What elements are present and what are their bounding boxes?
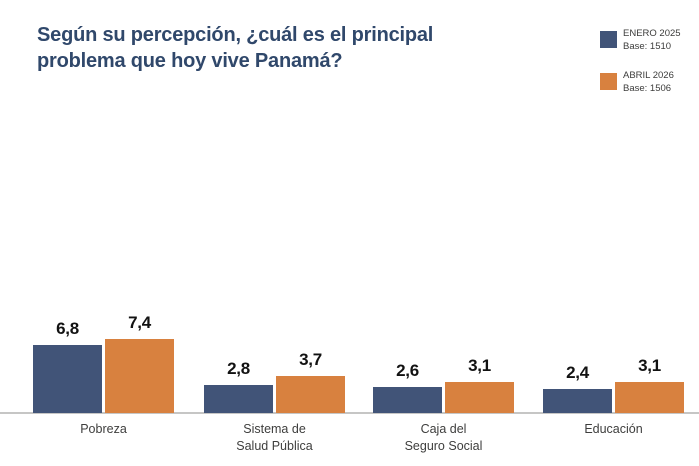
legend: ENERO 2025 Base: 1510 ABRIL 2026 Base: 1… <box>600 28 681 95</box>
value-label: 2,4 <box>566 363 589 382</box>
page-title: Según su percepción, ¿cuál es el princip… <box>37 24 434 72</box>
bar-column: 7,4 <box>105 313 174 413</box>
legend-text: ENERO 2025 Base: 1510 <box>623 28 681 53</box>
value-label: 6,8 <box>56 319 79 338</box>
value-label: 2,6 <box>396 361 419 380</box>
legend-label: ENERO 2025 <box>623 28 681 39</box>
legend-text: ABRIL 2026 Base: 1506 <box>623 70 674 95</box>
category-label: Educación <box>584 422 643 436</box>
bar-column: 3,7 <box>276 350 345 413</box>
legend-swatch-blue-icon <box>600 31 617 48</box>
bar <box>543 389 612 413</box>
legend-item-enero-2025: ENERO 2025 Base: 1510 <box>600 28 681 53</box>
bar <box>615 382 684 413</box>
bar <box>33 345 102 413</box>
bar-column: 2,8 <box>204 359 273 413</box>
legend-swatch-orange-icon <box>600 73 617 90</box>
bar-column: 2,6 <box>373 361 442 413</box>
x-axis-line <box>0 412 699 414</box>
category-label: Caja del Seguro Social <box>404 422 483 453</box>
legend-base: Base: 1506 <box>623 82 672 94</box>
category-label: Sistema de Salud Pública <box>236 422 313 453</box>
bar-column: 3,1 <box>445 356 514 413</box>
legend-item-abril-2026: ABRIL 2026 Base: 1506 <box>600 70 681 95</box>
bar-column: 3,1 <box>615 356 684 413</box>
value-label: 2,8 <box>227 359 250 378</box>
value-label: 3,1 <box>468 356 491 375</box>
bar <box>276 376 345 413</box>
value-label: 3,1 <box>638 356 661 375</box>
bar <box>204 385 273 413</box>
bar-group: 2,4 3,1 <box>543 356 684 413</box>
bar <box>445 382 514 413</box>
category-label: Pobreza <box>80 422 127 436</box>
bar <box>373 387 442 413</box>
value-label: 7,4 <box>128 313 151 332</box>
legend-base: Base: 1510 <box>623 40 672 52</box>
bar-group: 2,6 3,1 <box>373 356 514 413</box>
bar <box>105 339 174 413</box>
legend-label: ABRIL 2026 <box>623 70 674 81</box>
bar-group: 2,8 3,7 <box>204 350 345 413</box>
bar-column: 2,4 <box>543 363 612 413</box>
bar-group: 6,8 7,4 <box>33 313 174 413</box>
value-label: 3,7 <box>299 350 322 369</box>
bar-column: 6,8 <box>33 319 102 413</box>
